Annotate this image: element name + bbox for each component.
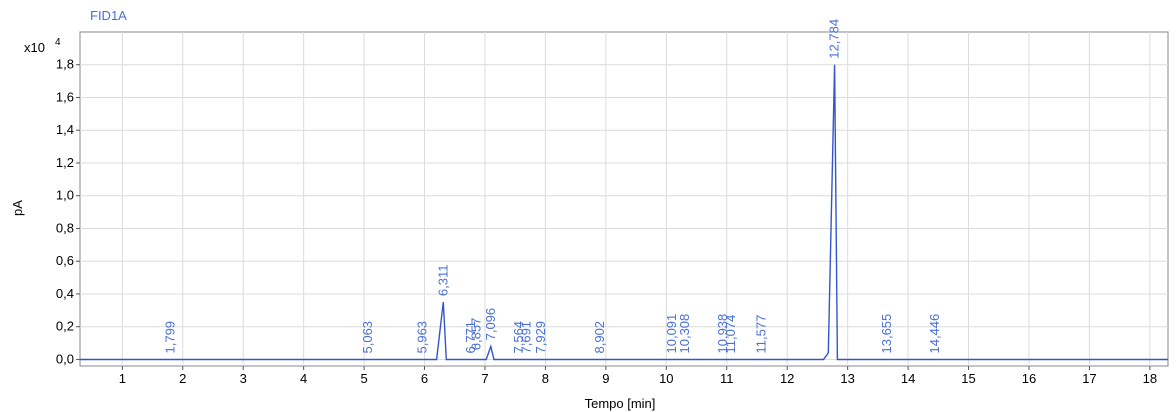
peak-label: 11,074 <box>723 315 738 354</box>
peak-label: 7,564 <box>511 321 526 354</box>
x-tick-label: 6 <box>421 371 428 386</box>
x-tick-label: 2 <box>179 371 186 386</box>
y-multiplier-label: x10 <box>24 40 45 55</box>
x-tick-label: 15 <box>961 371 975 386</box>
y-tick-label: 1,6 <box>56 89 74 104</box>
peak-label: 11,577 <box>754 315 769 354</box>
plot-area <box>79 31 1169 367</box>
x-tick-label: 11 <box>720 371 734 386</box>
peak-label: 7,691 <box>519 321 534 354</box>
peak-label: 1,799 <box>163 321 178 354</box>
peak-label: 10,938 <box>715 314 730 354</box>
y-tick-label: 0,4 <box>56 286 74 301</box>
y-tick-label: 1,2 <box>56 155 74 170</box>
peak-label: 8,902 <box>592 321 607 354</box>
peak-label: 14,446 <box>927 314 942 354</box>
peak-label: 10,091 <box>664 314 679 354</box>
x-tick-label: 3 <box>240 371 247 386</box>
peak-label: 12,784 <box>827 19 842 59</box>
x-axis-title: Tempo [min] <box>585 396 656 411</box>
peak-label: 7,096 <box>483 308 498 341</box>
x-tick-label: 18 <box>1143 371 1157 386</box>
peak-label: 10,308 <box>677 314 692 354</box>
x-tick-label: 8 <box>542 371 549 386</box>
x-tick-label: 9 <box>602 371 609 386</box>
x-tick-label: 5 <box>360 371 367 386</box>
peak-label: 7,929 <box>533 321 548 354</box>
y-exponent-label: 4 <box>55 37 61 48</box>
y-axis-title: pA <box>10 200 25 216</box>
peak-label: 13,655 <box>879 314 894 354</box>
x-axis: 1 2 3 4 5 6 7 8 9 10 11 12 13 14 15 16 17 18 <box>119 366 1157 386</box>
y-tick-label: 1,4 <box>56 122 74 137</box>
peak-label: 5,963 <box>414 321 429 354</box>
y-tick-label: 1,0 <box>56 188 74 203</box>
signal-name: FID1A <box>90 8 127 23</box>
x-tick-label: 10 <box>659 371 673 386</box>
y-tick-label: 0,0 <box>56 351 74 366</box>
peak-label: 6,771 <box>463 321 478 354</box>
x-tick-label: 7 <box>481 371 488 386</box>
x-tick-label: 17 <box>1082 371 1096 386</box>
peak-label: 6,311 <box>435 265 450 297</box>
y-tick-label: 0,2 <box>56 319 74 334</box>
y-tick-label: 0,6 <box>56 253 74 268</box>
x-tick-label: 16 <box>1022 371 1036 386</box>
x-tick-label: 12 <box>780 371 794 386</box>
y-tick-label: 0,8 <box>56 220 74 235</box>
x-tick-label: 1 <box>119 371 126 386</box>
x-tick-label: 14 <box>901 371 915 386</box>
signal-trace <box>80 64 1168 361</box>
peak-label: 5,063 <box>360 321 375 354</box>
x-tick-label: 13 <box>840 371 854 386</box>
x-tick-label: 4 <box>300 371 307 386</box>
peak-label: 6,857 <box>468 318 483 351</box>
y-axis: 0,0 0,2 0,4 0,6 0,8 1,0 1,2 1,4 1,6 1,8 <box>56 57 80 366</box>
y-tick-label: 1,8 <box>56 57 74 72</box>
